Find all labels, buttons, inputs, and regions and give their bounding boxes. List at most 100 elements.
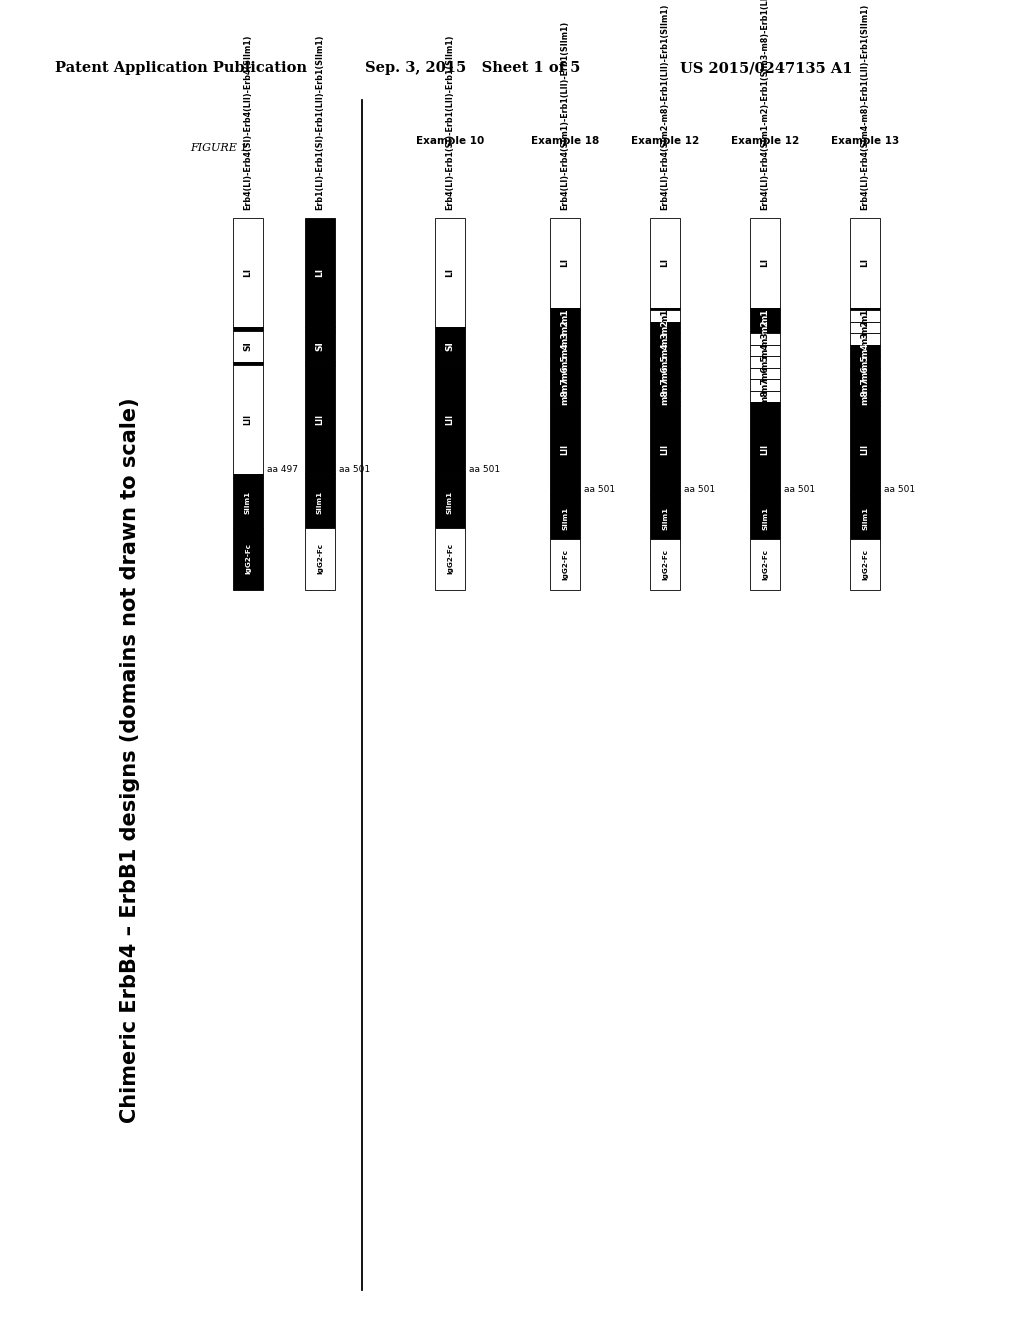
Bar [750, 356, 780, 368]
Text: LII: LII [860, 445, 869, 455]
Bar [650, 379, 680, 391]
Bar [750, 391, 780, 403]
Text: Example 12: Example 12 [631, 136, 699, 147]
Text: aa 497: aa 497 [267, 465, 298, 474]
Bar [305, 366, 335, 474]
Text: US 2015/0247135 A1: US 2015/0247135 A1 [680, 61, 853, 75]
Text: SIIm1: SIIm1 [862, 507, 868, 529]
Text: m8: m8 [660, 389, 670, 404]
Text: m1: m1 [560, 308, 569, 323]
Bar [435, 218, 465, 327]
Text: LII: LII [761, 445, 769, 455]
Bar [650, 308, 680, 310]
Text: LII: LII [445, 414, 455, 425]
Text: m1: m1 [860, 308, 869, 323]
Text: aa 501: aa 501 [684, 484, 715, 494]
Bar [435, 474, 465, 478]
Text: SIIm1: SIIm1 [662, 507, 668, 529]
Bar [305, 218, 335, 327]
Text: SIIm1: SIIm1 [562, 507, 568, 529]
Bar [550, 345, 580, 356]
Text: Example 12: Example 12 [731, 136, 799, 147]
Bar [850, 498, 880, 539]
Text: m4: m4 [761, 343, 769, 359]
Bar [550, 379, 580, 391]
Bar [650, 405, 680, 495]
Text: SI: SI [445, 341, 455, 351]
Bar [850, 539, 880, 590]
Bar [750, 308, 780, 310]
Text: SI: SI [315, 341, 325, 351]
Text: m8: m8 [560, 389, 569, 404]
Text: SIIm1: SIIm1 [447, 491, 453, 515]
Bar [850, 310, 880, 322]
Bar [850, 322, 880, 333]
Bar [305, 362, 335, 366]
Text: LII: LII [315, 414, 325, 425]
Bar [305, 528, 335, 590]
Text: m4: m4 [560, 343, 569, 359]
Text: aa 501: aa 501 [469, 465, 500, 474]
Bar [850, 333, 880, 345]
Text: IgG2-Fc: IgG2-Fc [662, 549, 668, 579]
Bar [435, 478, 465, 528]
Bar [305, 474, 335, 478]
Text: m8: m8 [860, 389, 869, 404]
Text: m6: m6 [860, 366, 869, 381]
Bar [750, 498, 780, 539]
Text: Erb4(LI)-Erb4(SIm2-m8)-Erb1(LII)-Erb1(SIIm1): Erb4(LI)-Erb4(SIm2-m8)-Erb1(LII)-Erb1(SI… [660, 4, 670, 210]
Text: m5: m5 [660, 354, 670, 370]
Bar [435, 366, 465, 474]
Text: m3: m3 [660, 331, 670, 347]
Bar [233, 327, 263, 330]
Text: m5: m5 [560, 354, 569, 370]
Bar [850, 218, 880, 308]
Bar [650, 345, 680, 356]
Text: IgG2-Fc: IgG2-Fc [245, 544, 251, 574]
Bar [435, 362, 465, 366]
Text: Patent Application Publication: Patent Application Publication [55, 61, 307, 75]
Text: SI: SI [244, 341, 253, 351]
Text: LI: LI [315, 268, 325, 277]
Bar [650, 356, 680, 368]
Text: m8: m8 [761, 389, 769, 404]
Text: m1: m1 [761, 308, 769, 323]
Text: m5: m5 [860, 354, 869, 370]
Text: SIIm1: SIIm1 [245, 491, 251, 515]
Bar [850, 368, 880, 379]
Text: Erb1(LI)-Erb1(SI)-Erb1(LII)-Erb1(SIIm1): Erb1(LI)-Erb1(SI)-Erb1(LII)-Erb1(SIIm1) [315, 34, 325, 210]
Bar [650, 333, 680, 345]
Bar [650, 498, 680, 539]
Text: LI: LI [445, 268, 455, 277]
Text: m2: m2 [860, 319, 869, 335]
Text: Erb4(LI)-Erb4(SI)-Erb4(LII)-Erb4(SIIm1): Erb4(LI)-Erb4(SI)-Erb4(LII)-Erb4(SIIm1) [244, 34, 253, 210]
Bar [550, 539, 580, 590]
Text: LII: LII [660, 445, 670, 455]
Bar [550, 333, 580, 345]
Text: m7: m7 [560, 378, 569, 393]
Bar [550, 368, 580, 379]
Bar [435, 528, 465, 590]
Bar [750, 495, 780, 498]
Text: Erb4(LI)-Erb4(SIm1-m2)-Erb1(SIm3-m8)-Erb1(LII)-Erb1(SIIm1): Erb4(LI)-Erb4(SIm1-m2)-Erb1(SIm3-m8)-Erb… [761, 0, 769, 210]
Text: LI: LI [660, 259, 670, 268]
Bar [850, 345, 880, 356]
Text: m3: m3 [560, 331, 569, 347]
Bar [550, 403, 580, 405]
Text: m2: m2 [560, 319, 569, 335]
Text: Erb4(LI)-Erb1(SI)-Erb1(LII)-Erb1(SIIm1): Erb4(LI)-Erb1(SI)-Erb1(LII)-Erb1(SIIm1) [445, 34, 455, 210]
Bar [435, 330, 465, 362]
Bar [850, 495, 880, 498]
Bar [550, 356, 580, 368]
Text: LII: LII [560, 445, 569, 455]
Bar [850, 391, 880, 403]
Bar [750, 368, 780, 379]
Text: m2: m2 [660, 319, 670, 335]
Text: m4: m4 [660, 343, 670, 359]
Bar [305, 478, 335, 528]
Bar [650, 322, 680, 333]
Bar [233, 474, 263, 478]
Text: Chimeric ErbB4 – ErbB1 designs (domains not drawn to scale): Chimeric ErbB4 – ErbB1 designs (domains … [120, 397, 140, 1123]
Bar [750, 322, 780, 333]
Text: LII: LII [244, 414, 253, 425]
